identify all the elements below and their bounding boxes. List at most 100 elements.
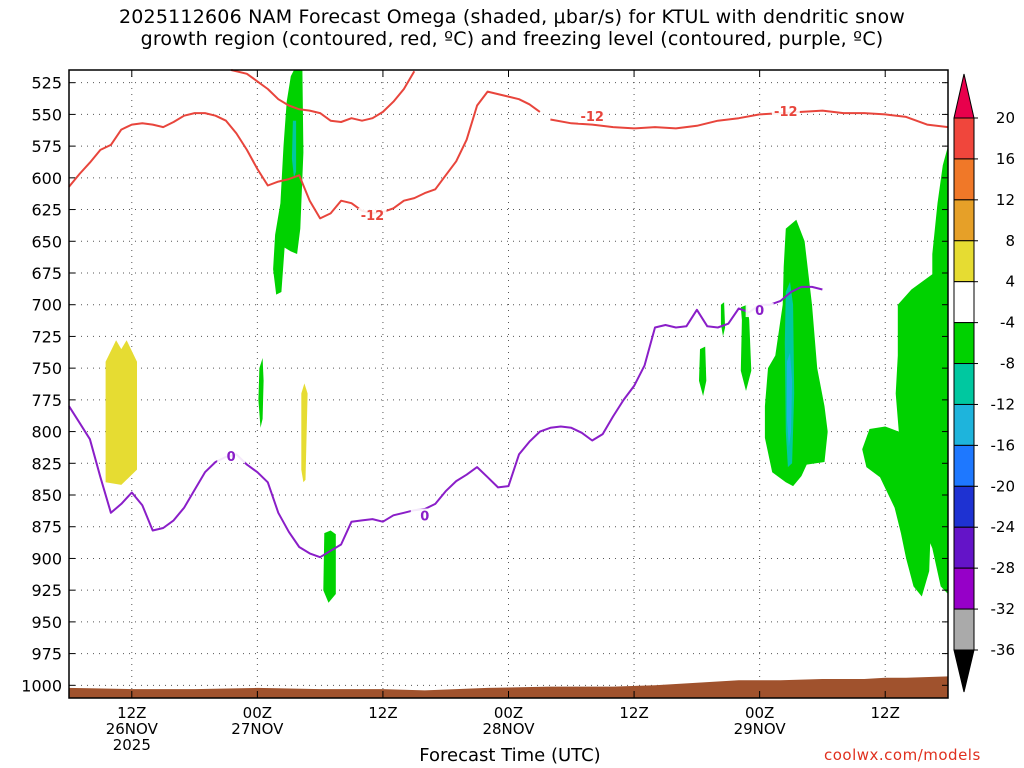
colorbar-label: 16: [996, 150, 1015, 168]
colorbar-bin: [953, 240, 975, 283]
contour-label-bg: [410, 508, 439, 523]
colorbar: 20 16 12 8 4 -4 -8 -12 -16 -20 -24 -28 -32 -36: [953, 73, 1016, 693]
contour-label-bg: [578, 108, 607, 123]
colorbar-bin: [953, 281, 975, 324]
colorbar-label: -16: [991, 436, 1016, 454]
dgz-contour: [230, 69, 416, 123]
dgz-contour-label: -12: [774, 105, 798, 120]
freezing-level-label: 0: [420, 510, 429, 525]
y-tick-label: 850: [31, 486, 62, 505]
y-tick-label: 800: [31, 423, 62, 442]
colorbar-bottom-arrow: [953, 649, 975, 693]
x-tick-label: 27NOV: [231, 720, 284, 738]
colorbar-bin: [953, 403, 975, 446]
colorbar-label: 20: [996, 109, 1015, 127]
x-tick-label: 12Z: [871, 704, 900, 722]
colorbar-bin: [953, 322, 975, 365]
colorbar-label: -8: [1000, 355, 1015, 373]
title-line-1: 2025112606 NAM Forecast Omega (shaded, μ…: [118, 6, 906, 28]
y-tick-label: 825: [31, 454, 62, 473]
omega-region: [105, 340, 137, 485]
omega-region: [764, 219, 828, 487]
dgz-contour-label: -12: [361, 209, 385, 224]
colorbar-label: 8: [1005, 232, 1015, 250]
y-tick-label: 975: [31, 645, 62, 664]
colorbar-label: -4: [1000, 314, 1015, 332]
watermark: coolwx.com/models: [824, 746, 981, 764]
y-tick-label: 675: [31, 264, 62, 283]
freezing-level-label: 0: [755, 304, 764, 319]
contour-labels: -12 -12 -12 0 0 0: [217, 103, 800, 525]
y-tick-label: 875: [31, 518, 62, 537]
axes: 525 550 575 600 625 650 675 700 725 750 775 800 825 8…: [21, 69, 949, 754]
colorbar-bin: [953, 526, 975, 569]
x-tick-label: 12Z: [619, 704, 648, 722]
x-axis-title: Forecast Time (UTC): [419, 745, 601, 766]
colorbar-bin: [953, 117, 975, 160]
y-tick-label: 600: [31, 169, 62, 188]
colorbar-top-arrow: [953, 73, 975, 119]
x-tick-label: 00Z: [494, 704, 523, 722]
colorbar-label: -28: [991, 559, 1016, 577]
omega-region: [258, 358, 264, 428]
colorbar-bin: [953, 485, 975, 528]
colorbar-bin: [953, 567, 975, 610]
colorbar-label: -24: [991, 518, 1016, 536]
omega-region: [720, 302, 726, 337]
y-tick-label: 700: [31, 296, 62, 315]
x-tick-label: 28NOV: [482, 720, 535, 738]
x-tick-label: 29NOV: [734, 720, 787, 738]
colorbar-label: -32: [991, 600, 1016, 618]
omega-region: [699, 346, 707, 397]
omega-shading: [105, 70, 948, 603]
y-tick-label: 750: [31, 359, 62, 378]
contour-label-bg: [217, 448, 246, 463]
freezing-level-label: 0: [227, 450, 236, 465]
contours: [68, 69, 949, 559]
omega-region: [323, 530, 336, 603]
contour-label-bg: [771, 103, 800, 118]
y-tick-label: 1000: [21, 676, 62, 695]
omega-region: [786, 352, 793, 447]
y-tick-label: 775: [31, 391, 62, 410]
contour-label-bg: [358, 207, 387, 222]
y-tick-label: 900: [31, 549, 62, 568]
x-tick-label: 26NOV: [106, 720, 159, 738]
y-tick-label: 525: [31, 74, 62, 93]
colorbar-bin: [953, 608, 975, 651]
contour-label-bg: [745, 303, 774, 318]
colorbar-bin: [953, 363, 975, 405]
colorbar-label: -12: [991, 395, 1016, 413]
omega-region: [862, 146, 948, 597]
omega-region: [740, 304, 752, 391]
x-tick-label: 00Z: [243, 704, 272, 722]
x-tick-label: 2025: [113, 736, 151, 754]
x-tick-label: 00Z: [745, 704, 774, 722]
y-tick-label: 725: [31, 327, 62, 346]
dgz-contour: [68, 90, 541, 220]
y-tick-label: 625: [31, 201, 62, 220]
dgz-contour: [550, 109, 949, 130]
colorbar-label: -20: [991, 477, 1016, 495]
terrain-fill: [69, 676, 948, 698]
colorbar-bin: [953, 444, 975, 487]
y-tick-label: 650: [31, 232, 62, 251]
x-tick-label: 12Z: [368, 704, 397, 722]
y-tick-label: 550: [31, 105, 62, 124]
colorbar-label: 12: [996, 191, 1015, 209]
chart-title: 2025112606 NAM Forecast Omega (shaded, μ…: [0, 6, 1024, 50]
dgz-contour-label: -12: [580, 110, 604, 125]
colorbar-bin: [953, 158, 975, 201]
colorbar-label: 4: [1005, 273, 1015, 291]
y-tick-label: 925: [31, 581, 62, 600]
y-tick-label: 950: [31, 613, 62, 632]
omega-region: [291, 120, 297, 178]
colorbar-bin: [953, 199, 975, 242]
freezing-level-contour: [68, 285, 823, 559]
y-tick-label: 575: [31, 137, 62, 156]
terrain: [69, 676, 948, 698]
x-tick-label: 12Z: [117, 704, 146, 722]
colorbar-label: -36: [991, 641, 1016, 659]
omega-region: [301, 383, 308, 483]
